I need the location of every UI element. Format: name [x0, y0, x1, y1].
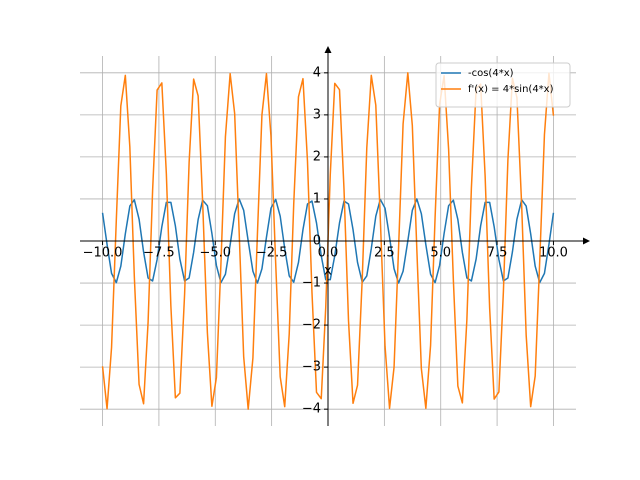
- x-tick-label: −7.5: [143, 246, 175, 261]
- y-tick-label: 3: [313, 107, 321, 122]
- x-tick-label: 7.5: [487, 246, 508, 261]
- y-tick-label: 0: [313, 234, 321, 249]
- y-axis-arrow: [324, 46, 332, 53]
- x-tick-label: −10.0: [83, 246, 123, 261]
- y-tick-label: −2: [302, 318, 321, 333]
- x-tick-label: 2.5: [374, 246, 395, 261]
- x-tick-label: 5.0: [430, 246, 451, 261]
- y-tick-label: 2: [313, 149, 321, 164]
- legend-label: -cos(4*x): [468, 68, 514, 79]
- x-tick-label: 0.0: [318, 246, 339, 261]
- x-tick-label: −5.0: [199, 246, 231, 261]
- x-tick-label: 10.0: [539, 246, 568, 261]
- x-tick-label: −2.5: [256, 246, 288, 261]
- y-tick-label: 1: [313, 191, 321, 206]
- x-axis-arrow: [583, 237, 590, 245]
- y-tick-label: −3: [302, 360, 321, 375]
- x-axis-label: x: [324, 264, 332, 279]
- y-tick-label: −4: [302, 402, 321, 417]
- y-tick-label: 4: [313, 65, 321, 80]
- legend: -cos(4*x) f'(x) = 4*sin(4*x): [435, 62, 571, 108]
- legend-box: [435, 62, 571, 108]
- legend-label: f'(x) = 4*sin(4*x): [468, 84, 554, 95]
- y-tick-label: −1: [302, 276, 321, 291]
